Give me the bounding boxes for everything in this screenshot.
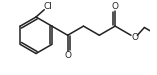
Text: O: O — [131, 33, 138, 42]
Text: O: O — [112, 2, 119, 10]
Text: O: O — [64, 51, 71, 60]
Text: Cl: Cl — [43, 2, 52, 10]
